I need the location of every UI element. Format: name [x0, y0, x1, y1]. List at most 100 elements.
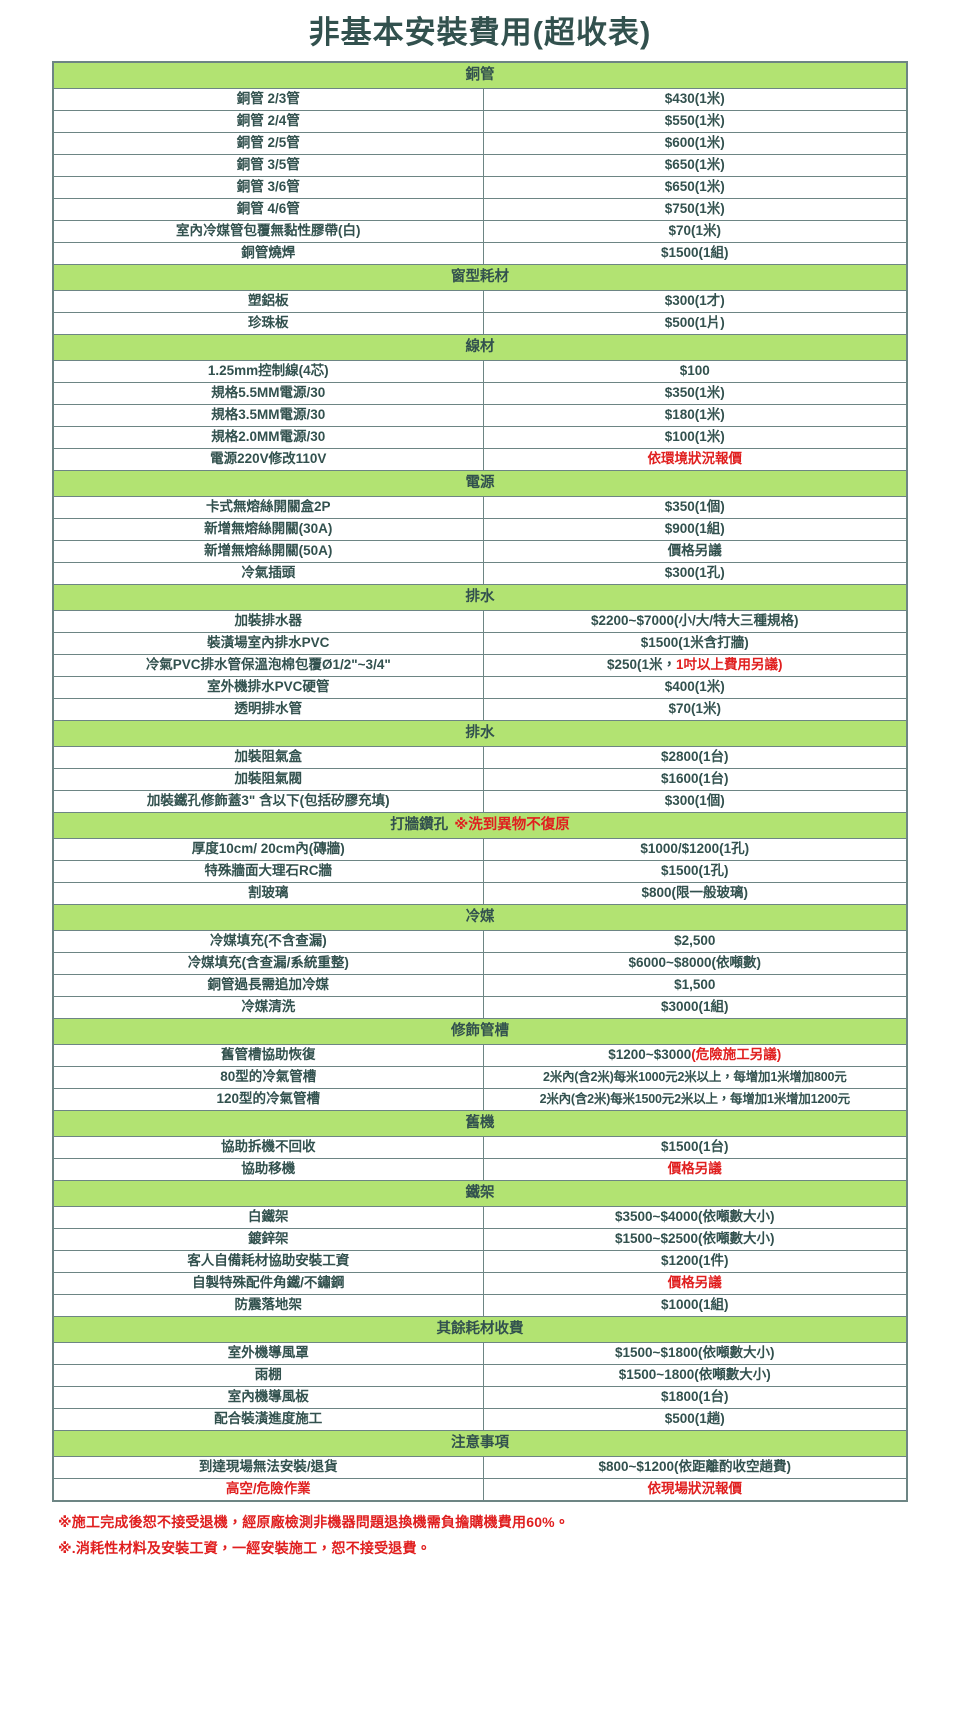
- table-row: 珍珠板 $500(1片): [52, 312, 908, 336]
- item-name-cell: 室外機排水PVC硬管: [52, 676, 484, 700]
- table-row: 冷氣插頭 $300(1孔): [52, 562, 908, 586]
- item-name-cell: 卡式無熔絲開關盒2P: [52, 496, 484, 520]
- price-cell: $1,500: [482, 974, 908, 998]
- item-name-cell: 新增無熔絲開關(50A): [52, 540, 484, 564]
- section-header-label: 排水: [465, 589, 495, 606]
- item-name-cell: 到達現場無法安裝/退貨: [52, 1456, 484, 1480]
- item-name-cell: 透明排水管: [52, 698, 484, 722]
- price-cell: $100(1米): [482, 426, 908, 450]
- table-row: 銅管 3/5管 $650(1米): [52, 154, 908, 178]
- table-row: 透明排水管 $70(1米): [52, 698, 908, 722]
- price-cell: $1500(1孔): [482, 860, 908, 884]
- price-note: (危險施工另議): [691, 1047, 782, 1063]
- table-row: 裝潢場室內排水PVC $1500(1米含打牆): [52, 632, 908, 656]
- table-row: 卡式無熔絲開關盒2P $350(1個): [52, 496, 908, 520]
- table-row: 高空/危險作業 依現場狀況報價: [52, 1478, 908, 1502]
- section-header-label: 線材: [465, 339, 495, 356]
- section-header-label: 冷媒: [465, 909, 495, 926]
- price-cell: $900(1組): [482, 518, 908, 542]
- section-header-cell: 其餘耗材收費: [52, 1316, 908, 1344]
- table-row: 冷氣PVC排水管保溫泡棉包覆Ø1/2"~3/4" $250(1米，1吋以上費用另議…: [52, 654, 908, 678]
- item-name-cell: 銅管 3/5管: [52, 154, 484, 178]
- table-row: 銅管 2/3管 $430(1米): [52, 88, 908, 112]
- table-row: 1.25mm控制線(4芯) $100: [52, 360, 908, 384]
- section-header-label: 窗型耗材: [451, 269, 509, 286]
- section-header-label: 打牆鑽孔: [390, 817, 449, 834]
- price-cell: $800~$1200(依距離酌收空趟費): [482, 1456, 908, 1480]
- price-value: $1200~$3000: [608, 1047, 692, 1063]
- item-name-cell: 裝潢場室內排水PVC: [52, 632, 484, 656]
- item-name-cell: 冷媒清洗: [52, 996, 484, 1020]
- section-header-row: 打牆鑽孔 ※洗到異物不復原: [52, 812, 908, 840]
- price-cell: $350(1個): [482, 496, 908, 520]
- table-row: 配合裝潢進度施工 $500(1趟): [52, 1408, 908, 1432]
- page-title: 非基本安裝費用(超收表): [308, 15, 652, 50]
- price-cell: $2200~$7000(小/大/特大三種規格): [482, 610, 908, 634]
- item-name-cell: 80型的冷氣管槽: [52, 1066, 484, 1090]
- price-cell: $650(1米): [482, 154, 908, 178]
- section-header-cell: 舊機: [52, 1110, 908, 1138]
- table-body: 銅管 銅管 2/3管 $430(1米) 銅管 2/4管 $550(1米) 銅管 2/5管 $…: [52, 61, 908, 1502]
- table-row: 新增無熔絲開關(50A) 價格另議: [52, 540, 908, 564]
- item-name-cell: 客人自備耗材協助安裝工資: [52, 1250, 484, 1274]
- footnotes: ※施工完成後恕不接受退機，經原廠檢測非機器問題退換機需負擔購機費用60%。 ※.消…: [52, 1510, 908, 1562]
- item-name-cell: 加裝阻氣閥: [52, 768, 484, 792]
- section-header-label: 鐵架: [465, 1185, 495, 1202]
- item-name-cell: 銅管 2/5管: [52, 132, 484, 156]
- item-name-cell: 冷媒填充(不含查漏): [52, 930, 484, 954]
- price-cell: $180(1米): [482, 404, 908, 428]
- item-name-cell: 銅管 2/3管: [52, 88, 484, 112]
- item-name-cell: 室內冷媒管包覆無黏性膠帶(白): [52, 220, 484, 244]
- price-cell: $800(限一般玻璃): [482, 882, 908, 906]
- table-row: 加裝阻氣閥 $1600(1台): [52, 768, 908, 792]
- price-cell: $70(1米): [482, 698, 908, 722]
- table-row: 室內機導風板 $1800(1台): [52, 1386, 908, 1410]
- table-row: 新增無熔絲開關(30A) $900(1組): [52, 518, 908, 542]
- table-row: 銅管燒焊 $1500(1組): [52, 242, 908, 266]
- table-row: 舊管槽協助恢復 $1200~$3000(危險施工另議): [52, 1044, 908, 1068]
- price-cell: $3000(1組): [482, 996, 908, 1020]
- section-header-cell: 修飾管槽: [52, 1018, 908, 1046]
- price-cell: $2,500: [482, 930, 908, 954]
- section-header-row: 線材: [52, 334, 908, 362]
- section-header-row: 修飾管槽: [52, 1018, 908, 1046]
- section-header-label: 排水: [465, 725, 495, 742]
- price-cell: $1500~$1800(依噸數大小): [482, 1342, 908, 1366]
- table-row: 割玻璃 $800(限一般玻璃): [52, 882, 908, 906]
- item-name-cell: 銅管 3/6管: [52, 176, 484, 200]
- price-cell: $1500~$2500(依噸數大小): [482, 1228, 908, 1252]
- price-cell: $3500~$4000(依噸數大小): [482, 1206, 908, 1230]
- price-cell: $600(1米): [482, 132, 908, 156]
- price-cell: $1600(1台): [482, 768, 908, 792]
- section-header-label: 其餘耗材收費: [436, 1321, 524, 1338]
- price-cell: $1200(1件): [482, 1250, 908, 1274]
- section-header-row: 其餘耗材收費: [52, 1316, 908, 1344]
- section-header-cell: 排水: [52, 720, 908, 748]
- price-cell: $250(1米，1吋以上費用另議): [482, 654, 908, 678]
- section-header-label: 修飾管槽: [451, 1023, 509, 1040]
- price-cell: 價格另議: [482, 1158, 908, 1182]
- price-cell: 2米內(含2米)每米1000元2米以上，每增加1米增加800元: [482, 1066, 908, 1090]
- table-row: 加裝鐵孔修飾蓋3" 含以下(包括矽膠充填) $300(1個): [52, 790, 908, 814]
- section-header-row: 鐵架: [52, 1180, 908, 1208]
- section-header-cell: 窗型耗材: [52, 264, 908, 292]
- footnote-line: ※.消耗性材料及安裝工資，一經安裝施工，恕不接受退費。: [58, 1540, 431, 1557]
- table-row: 室內冷媒管包覆無黏性膠帶(白) $70(1米): [52, 220, 908, 244]
- item-name-cell: 銅管 4/6管: [52, 198, 484, 222]
- item-name-cell: 冷氣插頭: [52, 562, 484, 586]
- section-header-cell: 電源: [52, 470, 908, 498]
- section-header-cell: 注意事項: [52, 1430, 908, 1458]
- item-name-cell: 加裝阻氣盒: [52, 746, 484, 770]
- table-row: 加裝排水器 $2200~$7000(小/大/特大三種規格): [52, 610, 908, 634]
- table-row: 客人自備耗材協助安裝工資 $1200(1件): [52, 1250, 908, 1274]
- item-name-cell: 割玻璃: [52, 882, 484, 906]
- table-row: 規格2.0MM電源/30 $100(1米): [52, 426, 908, 450]
- price-value: $250(1米，: [606, 657, 677, 673]
- price-cell: $1200~$3000(危險施工另議): [482, 1044, 908, 1068]
- table-row: 銅管 3/6管 $650(1米): [52, 176, 908, 200]
- section-header-row: 電源: [52, 470, 908, 498]
- section-header-label: 注意事項: [451, 1435, 509, 1452]
- section-header-cell: 鐵架: [52, 1180, 908, 1208]
- price-cell: $1500(1米含打牆): [482, 632, 908, 656]
